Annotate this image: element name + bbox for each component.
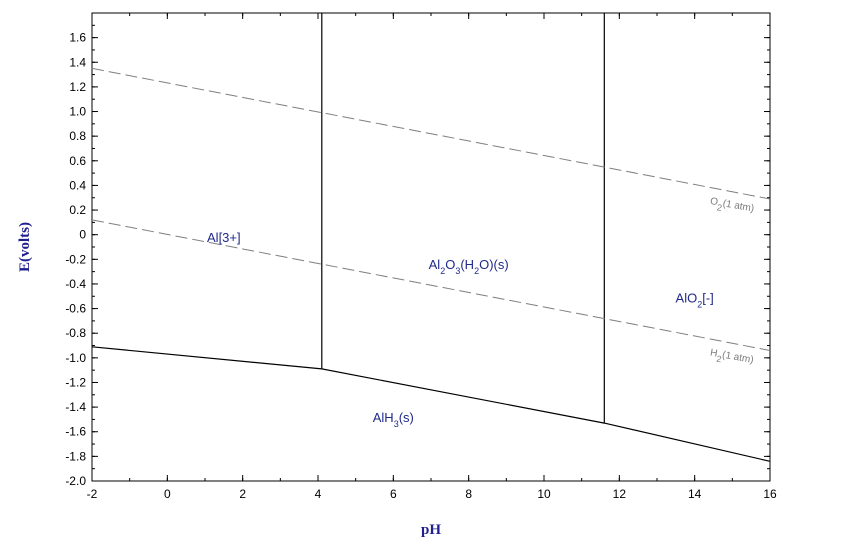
x-tick-label: 2	[239, 487, 246, 501]
water-stability-line	[91, 219, 771, 351]
y-tick-label: 0.4	[69, 178, 86, 192]
phase-boundary-line	[91, 346, 771, 462]
y-tick-label: 0	[79, 228, 86, 242]
x-tick-label: 12	[613, 487, 627, 501]
ticks: -2 0 2 4 6 8 10 12 14 16 1.6 1.4 1.2 1.0 0.8 0.6 0.4 0.2 0…	[65, 12, 777, 501]
y-tick-label: 1.2	[69, 80, 86, 94]
gas-line-label: H2(1 atm)	[709, 348, 755, 370]
x-tick-label: 4	[315, 487, 322, 501]
y-tick-label: 1.4	[69, 55, 86, 69]
y-tick-label: -1.2	[65, 375, 86, 389]
y-tick-label: 1.6	[69, 31, 86, 45]
x-axis-title: pH	[421, 522, 441, 538]
y-tick-label: -1.0	[65, 351, 86, 365]
y-tick-label: -0.8	[65, 326, 86, 340]
x-tick-label: 10	[537, 487, 551, 501]
plot-frame	[91, 12, 771, 482]
x-tick-label: 16	[763, 487, 777, 501]
y-tick-label: 0.8	[69, 129, 86, 143]
species-region-label: AlO2[-]	[676, 290, 714, 309]
x-tick-label: 0	[164, 487, 171, 501]
y-tick-label: -1.6	[65, 425, 86, 439]
region-labels: Al[3+] Al2O3(H2O)(s) AlO2[-] AlH3(s) O2(1 at…	[207, 196, 755, 429]
species-region-label: Al2O3(H2O)(s)	[429, 257, 509, 276]
y-tick-label: 0.2	[69, 203, 86, 217]
y-tick-label: -0.4	[65, 277, 86, 291]
x-tick-label: -2	[87, 487, 98, 501]
y-tick-label: -1.8	[65, 449, 86, 463]
y-tick-label: 1.0	[69, 105, 86, 119]
species-region-label: AlH3(s)	[373, 410, 414, 429]
y-tick-label: -0.2	[65, 252, 86, 266]
y-tick-label: -2.0	[65, 474, 86, 488]
y-axis-title: E(volts)	[17, 222, 33, 272]
y-tick-label: -0.6	[65, 302, 86, 316]
x-tick-label: 14	[688, 487, 702, 501]
x-tick-label: 8	[465, 487, 472, 501]
x-tick-label: 6	[390, 487, 397, 501]
water-stability-line	[91, 67, 771, 200]
species-region-label: Al[3+]	[207, 230, 241, 245]
y-tick-label: 0.6	[69, 154, 86, 168]
y-tick-label: -1.4	[65, 400, 86, 414]
gas-line-label: O2(1 atm)	[709, 196, 755, 218]
series-lines	[91, 13, 771, 462]
